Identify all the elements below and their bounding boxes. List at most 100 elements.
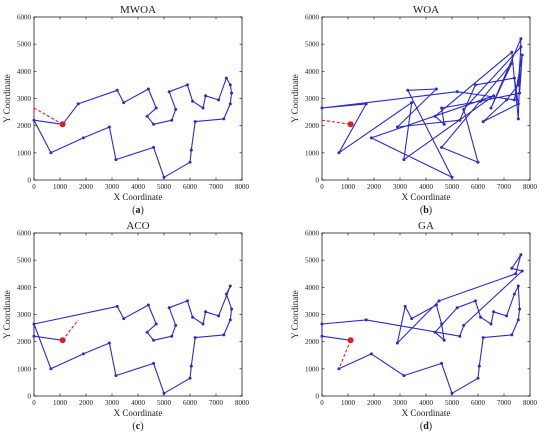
closing-segment	[62, 319, 79, 341]
city-point	[107, 341, 111, 345]
city-point	[107, 125, 111, 129]
x-tick-label: 4000	[419, 399, 434, 407]
city-point	[364, 102, 368, 106]
x-tick-label: 1000	[341, 399, 356, 407]
city-point	[450, 175, 454, 179]
city-point	[228, 102, 232, 106]
chart-panel-a: MWOA 0 1000 2000 3000 4000 5000 6000 7000 8000 0 10…	[2, 4, 250, 216]
city-point	[462, 323, 466, 327]
city-point	[476, 376, 480, 380]
y-tick-label: 0	[316, 393, 320, 401]
city-point	[337, 367, 341, 371]
city-point	[505, 98, 509, 102]
city-point	[512, 98, 516, 102]
city-point	[152, 122, 156, 126]
city-point	[510, 50, 514, 54]
y-tick-label: 5000	[17, 257, 32, 265]
city-point	[402, 374, 406, 378]
city-point	[167, 306, 171, 310]
city-point	[162, 391, 166, 395]
city-point	[49, 151, 53, 155]
start-point-marker	[347, 337, 354, 344]
city-point	[434, 303, 438, 307]
x-tick-label: 3000	[393, 183, 408, 191]
city-point	[122, 101, 126, 105]
x-tick-label: 5000	[445, 399, 460, 407]
closing-segment	[321, 119, 351, 125]
city-point	[228, 83, 232, 87]
city-point	[201, 106, 205, 110]
city-point	[440, 322, 444, 326]
chart-title: GA	[418, 220, 434, 232]
city-point	[433, 330, 437, 334]
plot-frame	[33, 16, 243, 181]
city-point	[516, 284, 520, 288]
city-point	[492, 94, 496, 98]
city-point	[145, 330, 149, 334]
city-point	[402, 158, 406, 162]
city-point	[395, 341, 399, 345]
city-point	[518, 307, 522, 311]
x-tick-label: 0	[32, 183, 36, 191]
x-tick-label: 5000	[157, 183, 172, 191]
city-point	[217, 314, 221, 318]
city-point	[170, 334, 174, 338]
y-tick-label: 1000	[305, 365, 320, 373]
y-tick-label: 3000	[305, 95, 320, 103]
x-tick-label: 2000	[367, 399, 382, 407]
city-point	[442, 122, 446, 126]
city-point	[191, 99, 195, 103]
y-tick-label: 3000	[305, 311, 320, 319]
city-point	[154, 106, 158, 110]
x-tick-label: 7000	[497, 183, 512, 191]
city-point	[152, 361, 156, 365]
y-tick-label: 1000	[17, 149, 32, 157]
city-point	[516, 117, 520, 121]
y-axis-label: Y Coordinate	[290, 290, 300, 338]
city-point	[320, 334, 324, 338]
city-point	[320, 106, 324, 110]
x-tick-label: 7000	[209, 183, 224, 191]
city-point	[479, 99, 483, 103]
route-line	[33, 77, 233, 178]
city-point	[193, 120, 197, 124]
start-point-marker	[347, 121, 354, 128]
panel-caption: (a)	[132, 205, 144, 216]
y-tick-label: 4000	[305, 284, 320, 292]
x-tick-label: 7000	[497, 399, 512, 407]
y-tick-label: 3000	[17, 95, 32, 103]
x-tick-label: 8000	[235, 399, 250, 407]
city-point	[369, 136, 373, 140]
plot-frame	[33, 232, 243, 397]
x-tick-label: 6000	[183, 399, 198, 407]
city-point	[489, 106, 493, 110]
start-point-marker	[59, 337, 66, 344]
city-point	[437, 299, 441, 303]
city-point	[481, 336, 485, 340]
city-point	[442, 338, 446, 342]
city-point	[81, 136, 85, 140]
city-point	[146, 87, 150, 91]
city-point	[473, 299, 477, 303]
y-axis-label: Y Coordinate	[290, 74, 300, 122]
city-point	[222, 333, 226, 337]
city-point	[364, 318, 368, 322]
x-tick-label: 1000	[53, 183, 68, 191]
city-point	[492, 310, 496, 314]
city-point	[516, 318, 520, 322]
city-point	[406, 88, 410, 92]
city-point	[162, 175, 166, 179]
city-point	[434, 87, 438, 91]
city-point	[32, 334, 36, 338]
x-axis-label: X Coordinate	[402, 192, 451, 202]
city-point	[191, 315, 195, 319]
city-point	[462, 107, 466, 111]
city-point	[152, 338, 156, 342]
city-point	[152, 145, 156, 149]
city-point	[170, 118, 174, 122]
x-tick-label: 6000	[471, 183, 486, 191]
city-point	[440, 361, 444, 365]
city-point	[518, 91, 522, 95]
y-tick-label: 5000	[305, 257, 320, 265]
